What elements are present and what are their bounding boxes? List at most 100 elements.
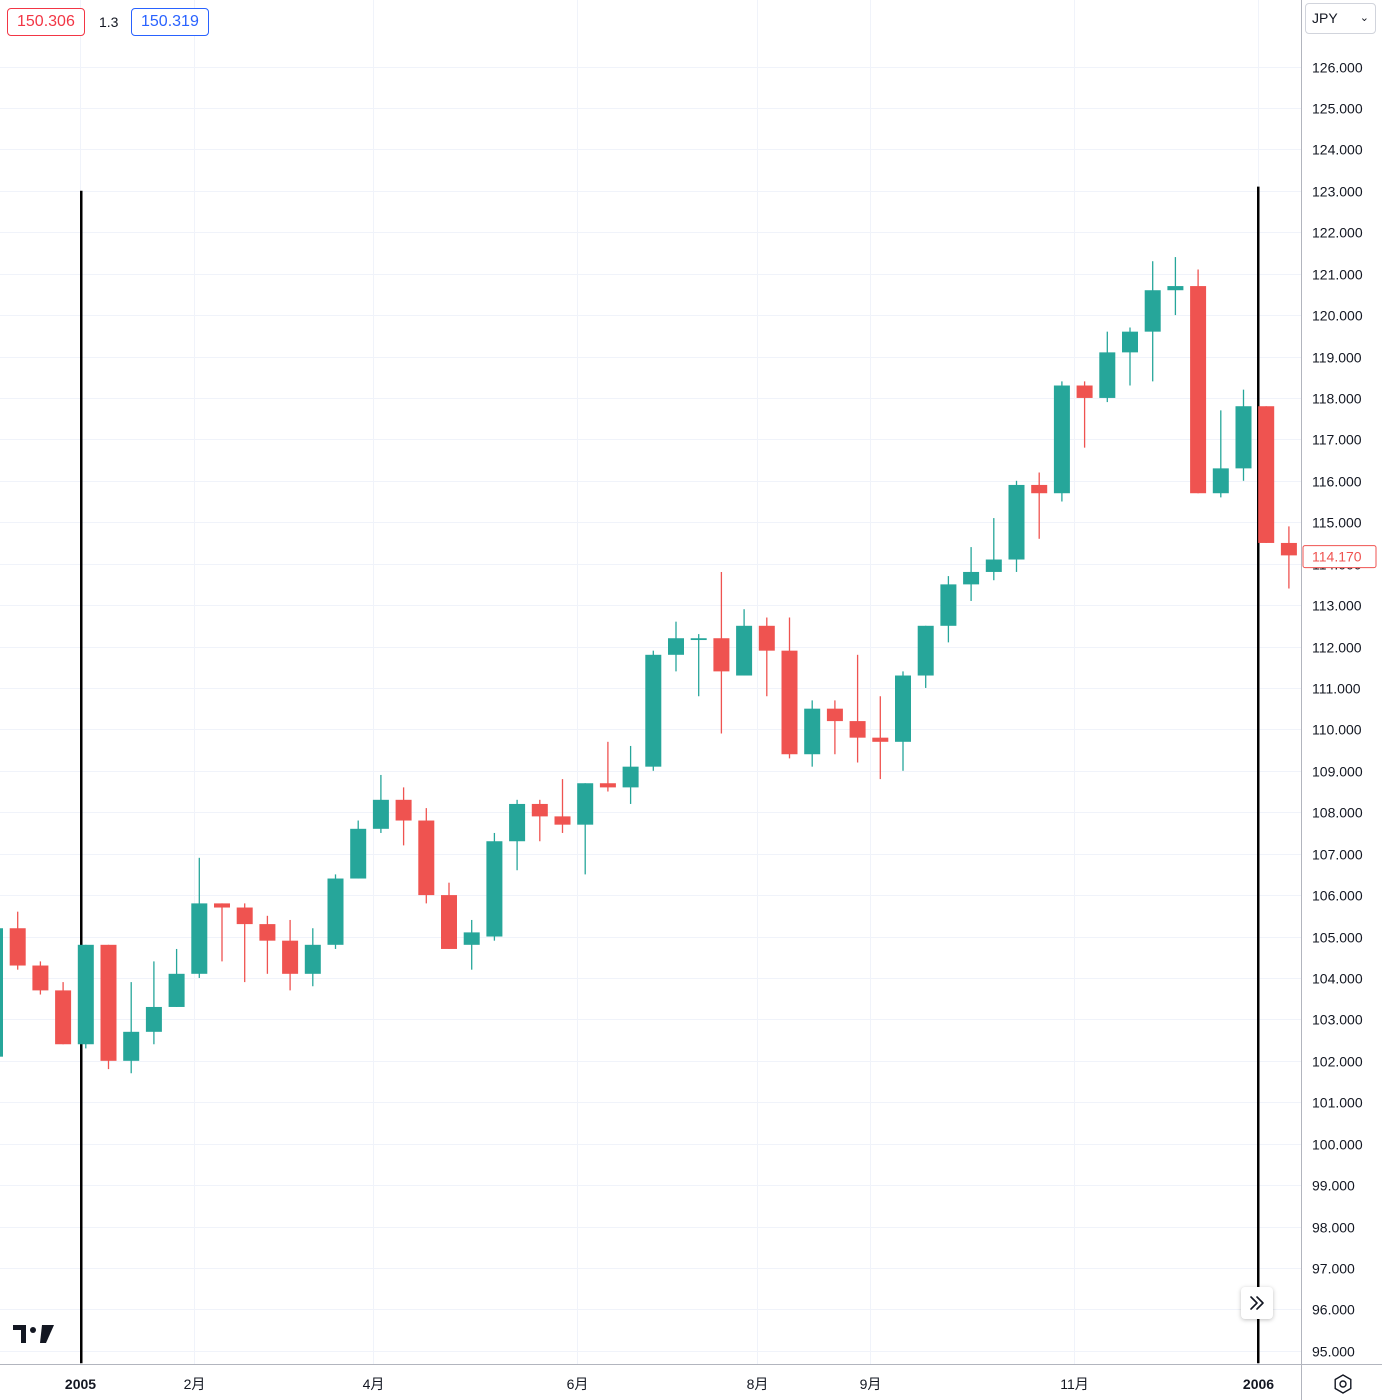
price-tick-label: 113.000 bbox=[1312, 598, 1362, 614]
candle[interactable] bbox=[826, 700, 843, 755]
candle[interactable] bbox=[350, 820, 367, 879]
candle-body bbox=[168, 973, 185, 1007]
candle[interactable] bbox=[690, 634, 707, 697]
last-price-label: 114.170 bbox=[1302, 545, 1377, 569]
candle[interactable] bbox=[0, 924, 3, 1061]
candle[interactable] bbox=[554, 779, 571, 833]
price-tick-label: 120.000 bbox=[1312, 308, 1363, 324]
currency-select[interactable]: JPY ⌄ bbox=[1305, 3, 1376, 34]
candle[interactable] bbox=[1008, 480, 1025, 572]
bid-price: 150.306 bbox=[17, 13, 75, 30]
candle-body bbox=[486, 841, 503, 937]
candle[interactable] bbox=[1122, 327, 1138, 386]
candle-body bbox=[259, 924, 276, 941]
price-tick-label: 123.000 bbox=[1312, 184, 1363, 200]
candle[interactable] bbox=[1099, 331, 1116, 403]
candle[interactable] bbox=[645, 650, 662, 771]
candle-body bbox=[100, 944, 117, 1061]
price-tick-label: 107.000 bbox=[1312, 847, 1363, 863]
candle[interactable] bbox=[577, 783, 594, 875]
candle-body bbox=[55, 990, 72, 1045]
candle[interactable] bbox=[486, 832, 503, 941]
price-tick-label: 103.000 bbox=[1312, 1012, 1363, 1028]
candle[interactable] bbox=[100, 944, 117, 1070]
candle[interactable] bbox=[168, 948, 185, 1007]
candle[interactable] bbox=[1258, 406, 1275, 543]
candle[interactable] bbox=[395, 787, 412, 846]
price-tick-label: 96.000 bbox=[1312, 1302, 1355, 1318]
candle[interactable] bbox=[804, 700, 821, 767]
price-tick-label: 108.000 bbox=[1312, 805, 1363, 821]
candle-body bbox=[826, 708, 843, 722]
candle[interactable] bbox=[259, 915, 276, 974]
time-tick-label: 4月 bbox=[363, 1376, 385, 1392]
candle[interactable] bbox=[418, 808, 435, 904]
candle[interactable] bbox=[872, 696, 889, 780]
candle[interactable] bbox=[214, 903, 230, 962]
last-price-value: 114.170 bbox=[1312, 549, 1362, 565]
candle[interactable] bbox=[372, 774, 389, 833]
candle[interactable] bbox=[622, 745, 639, 804]
candle[interactable] bbox=[758, 617, 775, 697]
candle[interactable] bbox=[304, 928, 321, 987]
candle[interactable] bbox=[963, 547, 980, 601]
price-tick-label: 118.000 bbox=[1312, 391, 1362, 407]
price-tick-label: 111.000 bbox=[1312, 681, 1361, 697]
candle-body bbox=[668, 638, 684, 655]
candle[interactable] bbox=[441, 882, 457, 949]
settings-icon[interactable] bbox=[1331, 1372, 1355, 1396]
candle[interactable] bbox=[1167, 257, 1184, 316]
candle-body bbox=[1258, 406, 1275, 543]
candle-body bbox=[304, 944, 321, 974]
candle[interactable] bbox=[55, 982, 72, 1045]
candle[interactable] bbox=[713, 571, 730, 734]
candle-body bbox=[531, 803, 548, 817]
candle[interactable] bbox=[895, 671, 911, 771]
candle[interactable] bbox=[1280, 526, 1297, 589]
candle[interactable] bbox=[9, 911, 26, 970]
scroll-to-realtime-button[interactable] bbox=[1241, 1287, 1273, 1319]
candle[interactable] bbox=[940, 576, 957, 643]
bid-price-box[interactable]: 150.306 bbox=[7, 8, 85, 36]
candle[interactable] bbox=[327, 874, 344, 949]
candle[interactable] bbox=[781, 617, 798, 759]
candle-body bbox=[1280, 542, 1297, 556]
candle[interactable] bbox=[191, 857, 208, 978]
candle[interactable] bbox=[123, 982, 140, 1074]
double-chevron-right-icon bbox=[1250, 1296, 1264, 1310]
candle-body bbox=[895, 675, 911, 742]
candle[interactable] bbox=[917, 625, 934, 688]
candle-body bbox=[9, 928, 26, 966]
candle[interactable] bbox=[531, 799, 548, 842]
candle-body bbox=[441, 895, 457, 949]
candle[interactable] bbox=[282, 919, 299, 991]
candle-body bbox=[350, 828, 367, 879]
candle[interactable] bbox=[599, 741, 616, 792]
tradingview-logo bbox=[13, 1325, 54, 1343]
candle[interactable] bbox=[1235, 389, 1252, 481]
candle[interactable] bbox=[1076, 381, 1093, 448]
candle[interactable] bbox=[985, 518, 1002, 581]
candle[interactable] bbox=[145, 961, 162, 1045]
candle[interactable] bbox=[236, 903, 253, 983]
candle-body bbox=[1053, 385, 1070, 494]
candle[interactable] bbox=[1144, 261, 1161, 382]
candle-body bbox=[917, 625, 934, 676]
candle[interactable] bbox=[1190, 269, 1207, 494]
candle[interactable] bbox=[736, 609, 753, 676]
candle[interactable] bbox=[1053, 381, 1070, 502]
candle[interactable] bbox=[509, 799, 526, 871]
candle[interactable] bbox=[668, 621, 684, 672]
candle[interactable] bbox=[1031, 472, 1048, 539]
chevron-down-icon: ⌄ bbox=[1359, 12, 1369, 24]
time-tick-label: 11月 bbox=[1060, 1376, 1089, 1392]
candle[interactable] bbox=[463, 919, 480, 970]
price-tick-label: 101.000 bbox=[1312, 1095, 1363, 1111]
price-tick-label: 104.000 bbox=[1312, 971, 1363, 987]
candle[interactable] bbox=[32, 961, 49, 995]
candle[interactable] bbox=[77, 944, 94, 1049]
ask-price-box[interactable]: 150.319 bbox=[131, 8, 209, 36]
candle[interactable] bbox=[849, 654, 866, 763]
candle[interactable] bbox=[1212, 410, 1229, 498]
